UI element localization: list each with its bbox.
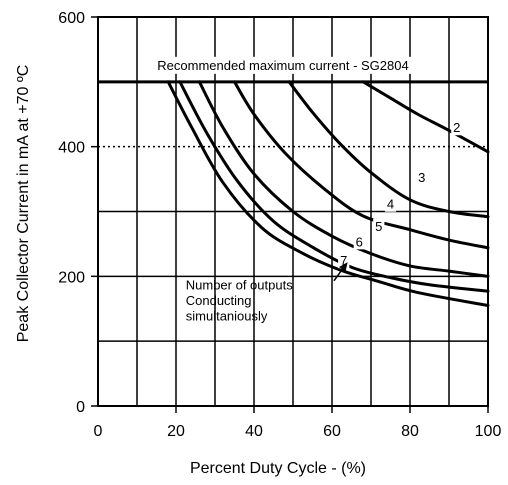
x-tick-label: 60 [323,423,341,440]
series-label-5: 5 [375,219,382,234]
y-tick-label: 600 [58,10,85,27]
series-line-3 [287,80,490,219]
x-tick-label: 0 [94,423,103,440]
series-label-2: 2 [453,120,460,135]
annotation-line: simultaniously [186,308,268,323]
axis-ticks: 0 20 40 60 80 100 0 200 400 600 [58,10,501,440]
max-current-label-bg [154,56,412,74]
annotation-arrow [333,268,343,282]
y-tick-label: 200 [58,269,85,286]
series-label-bg [338,253,350,269]
series-line-4 [233,80,490,250]
series-label-3: 3 [418,170,425,185]
series-line-7 [166,80,490,308]
plot-frame [97,16,489,407]
series-label-7: 7 [340,253,347,268]
series-label-6: 6 [356,234,363,249]
outputs-annotation: Number of outputs Conducting simultaniou… [186,262,348,323]
series-line-2 [361,80,490,154]
series-label-bg [451,120,463,136]
series-curves [166,80,490,308]
series-label-4: 4 [387,197,394,212]
max-current-label: Recommended maximum current - SG2804 [157,58,408,73]
annotation-line: Number of outputs [186,277,293,292]
y-tick-label: 400 [58,140,85,157]
x-tick-label: 100 [475,423,502,440]
x-tick-label: 80 [401,423,419,440]
y-tick-label: 0 [76,399,85,416]
series-label-bg [373,218,385,234]
annotation-arrowhead [339,262,348,272]
series-label-bg [384,196,397,212]
series-line-5 [197,80,490,278]
series-label-bg [416,170,428,186]
x-axis-label: Percent Duty Cycle - (%) [190,460,366,477]
annotation-line: Conducting [186,293,252,308]
x-tick-label: 20 [167,423,185,440]
x-tick-label: 40 [245,423,263,440]
y-axis-label: Peak Collector Current in mA at +70 ºC [15,65,32,343]
series-line-6 [178,80,490,293]
series-label-bg [353,234,365,250]
